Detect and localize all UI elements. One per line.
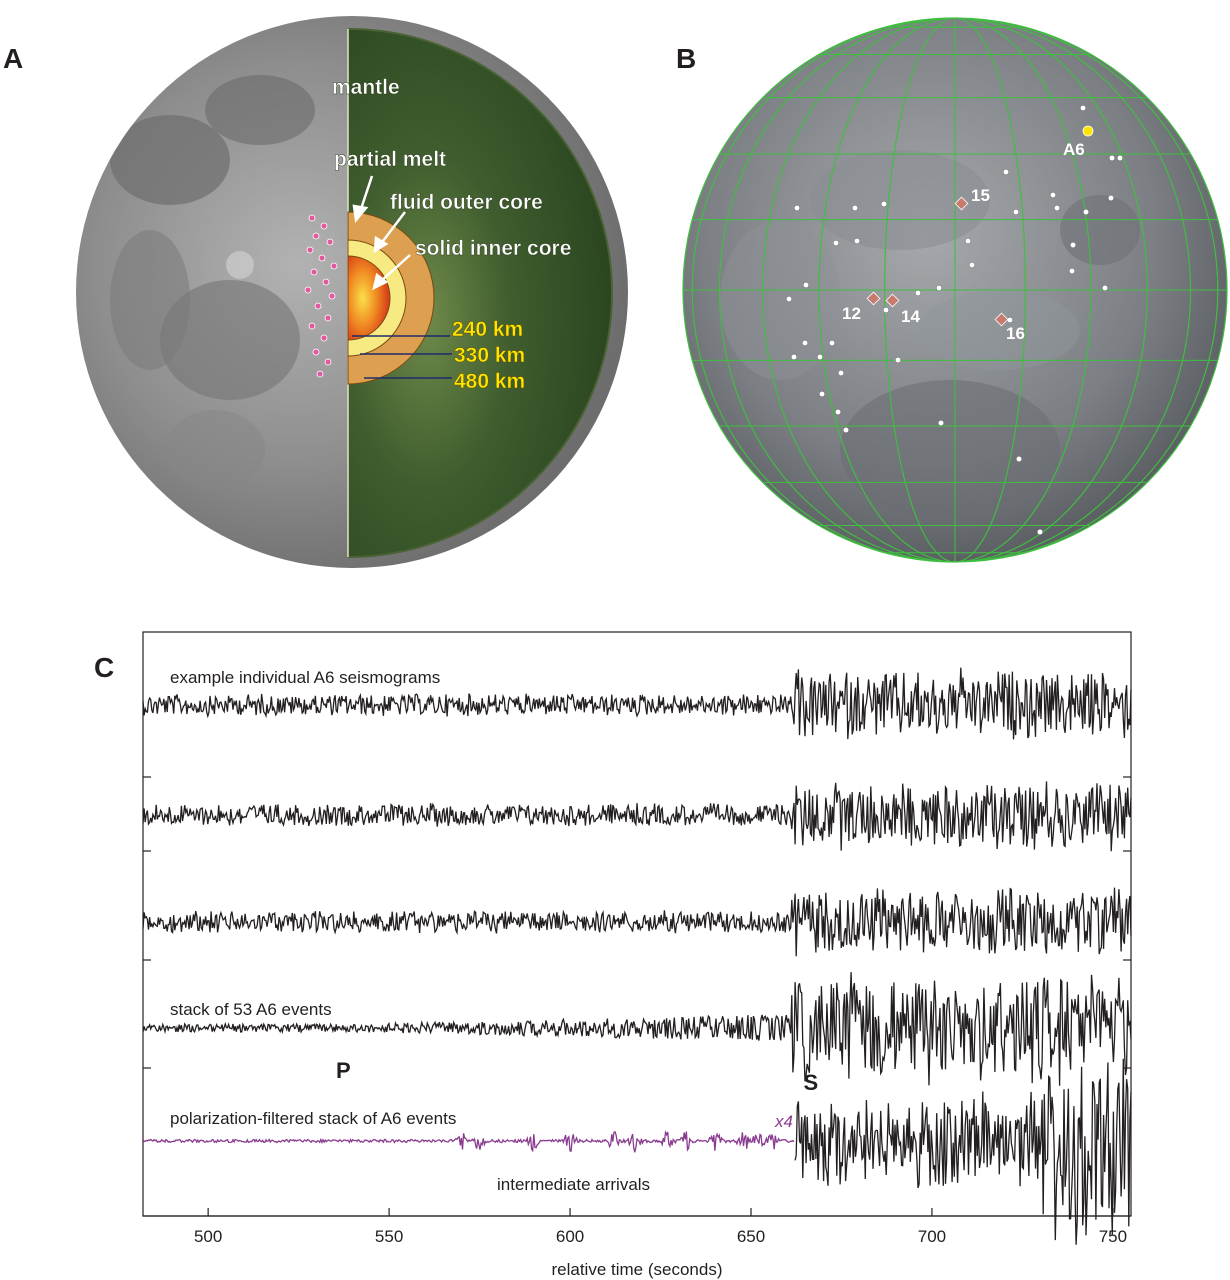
station-16-label: 16 <box>1006 324 1025 343</box>
event-dot <box>1003 168 1010 175</box>
seismogram-trace <box>142 667 1132 740</box>
event-dot <box>1116 154 1123 161</box>
event-dot <box>1013 208 1020 215</box>
station-14-label: 14 <box>901 307 920 326</box>
deep-moonquake-markers <box>304 214 338 378</box>
event-dot <box>1082 208 1089 215</box>
a6-label: A6 <box>1063 140 1085 159</box>
x-axis-label: relative time (seconds) <box>551 1260 722 1279</box>
station-14-marker <box>885 293 900 308</box>
event-dot <box>1068 268 1075 275</box>
event-dot <box>1079 104 1086 111</box>
event-dot <box>1108 154 1115 161</box>
inner-core-label: solid inner core <box>415 237 571 260</box>
moon-cutaway: mantle partial melt fluid outer core sol… <box>76 16 628 568</box>
seismogram-trace <box>142 887 1132 957</box>
station-16-marker <box>994 312 1009 327</box>
mantle-section <box>348 29 612 557</box>
mantle-label: mantle <box>332 76 400 99</box>
event-dot <box>819 391 826 398</box>
partial-melt-label: partial melt <box>334 148 446 171</box>
event-dot <box>852 204 859 211</box>
station-12-marker <box>866 291 881 306</box>
station-12-label: 12 <box>842 304 861 323</box>
event-dot <box>915 290 922 297</box>
event-dot <box>1053 204 1060 211</box>
event-dot <box>883 307 890 314</box>
x-tick-label: 750 <box>1099 1227 1127 1246</box>
event-dot <box>817 354 824 361</box>
radius-lines <box>352 335 452 379</box>
trace-label-filtered: polarization-filtered stack of A6 events <box>170 1109 456 1128</box>
panel-label-b: B <box>676 43 697 74</box>
event-dot <box>1007 317 1014 324</box>
intermediate-arrivals-label: intermediate arrivals <box>497 1175 650 1194</box>
event-dot <box>854 237 861 244</box>
amplification-label: x4 <box>774 1112 793 1131</box>
event-dot <box>843 427 850 434</box>
event-dot <box>835 409 842 416</box>
event-dot <box>829 340 836 347</box>
longitude-line <box>884 18 1026 562</box>
station-15-label: 15 <box>971 186 990 205</box>
s-phase-label: S <box>803 1070 818 1095</box>
x-axis: 500 550 600 650 700 750 <box>143 1208 1131 1246</box>
label-arrows <box>352 175 411 291</box>
event-dot <box>936 285 943 292</box>
x-tick-label: 500 <box>194 1227 222 1246</box>
radius-480-label: 480 km <box>454 370 525 393</box>
event-dot <box>1036 529 1043 536</box>
radius-240-label: 240 km <box>452 318 523 341</box>
trace-label-individual: example individual A6 seismograms <box>170 668 440 687</box>
event-dot <box>786 296 793 303</box>
panel-label-c: C <box>94 652 115 683</box>
radius-330-label: 330 km <box>454 344 525 367</box>
seismogram-trace <box>142 781 1132 852</box>
map-maria <box>720 150 1140 520</box>
event-dot <box>1049 191 1056 198</box>
event-dot <box>1069 241 1076 248</box>
x-tick-label: 550 <box>375 1227 403 1246</box>
event-dot <box>791 354 798 361</box>
outer-core-label: fluid outer core <box>390 191 543 214</box>
filtered-trace <box>794 1058 1132 1245</box>
event-dot <box>881 200 888 207</box>
apollo-stations <box>866 196 1009 327</box>
moon-maria <box>110 75 315 490</box>
x-tick-label: 650 <box>737 1227 765 1246</box>
event-dot <box>794 204 801 211</box>
longitude-line <box>762 18 1148 562</box>
event-dot <box>802 340 809 347</box>
x-tick-label: 600 <box>556 1227 584 1246</box>
nearside-map: 12 14 15 16 A6 <box>682 17 1228 563</box>
panel-label-a: A <box>3 43 24 74</box>
longitude-line <box>691 18 1219 562</box>
longitude-line <box>818 18 1092 562</box>
longitude-line <box>718 18 1192 562</box>
traces <box>142 667 1132 1245</box>
seismogram-chart: 500 550 600 650 700 750 example individual A6… <box>142 631 1132 1279</box>
p-phase-label: P <box>336 1058 351 1083</box>
event-dot <box>1101 285 1108 292</box>
a6-cluster-marker <box>1082 125 1094 137</box>
event-dot <box>965 237 972 244</box>
filtered-trace-amplified <box>142 1130 795 1153</box>
trace-separator-ticks <box>143 776 1131 1069</box>
event-dot <box>1107 194 1114 201</box>
deep-moonquake-events <box>786 104 1123 536</box>
event-dot <box>833 239 840 246</box>
event-dot <box>969 262 976 269</box>
x-tick-label: 700 <box>918 1227 946 1246</box>
event-dot <box>803 282 810 289</box>
event-dot <box>838 370 845 377</box>
station-15-marker <box>954 196 969 211</box>
event-dot <box>938 420 945 427</box>
event-dot <box>895 357 902 364</box>
seismogram-trace <box>142 972 1132 1086</box>
event-dot <box>1016 456 1023 463</box>
trace-label-stack: stack of 53 A6 events <box>170 1000 332 1019</box>
graticule <box>683 18 1227 562</box>
